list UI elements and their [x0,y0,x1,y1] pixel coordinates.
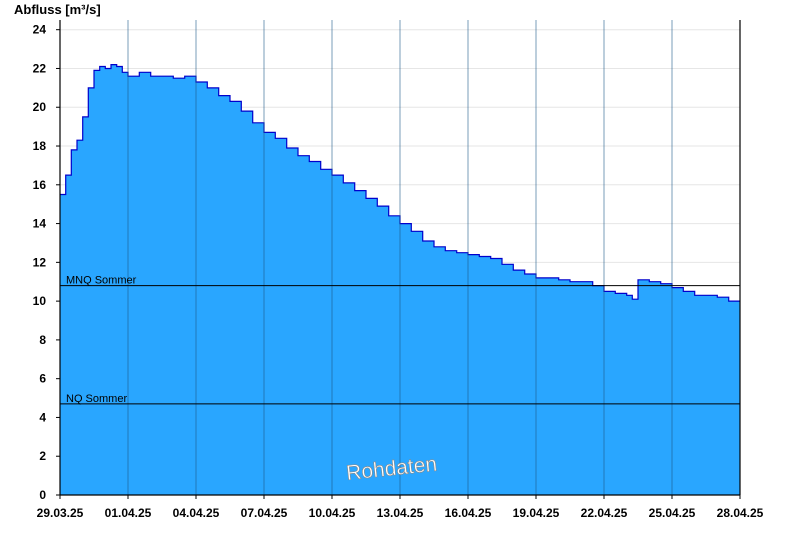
y-tick-label: 24 [33,23,47,37]
y-tick-label: 16 [33,178,47,192]
y-tick-label: 4 [39,410,46,424]
watermark-text: Rohdaten [345,453,438,485]
x-tick-label: 01.04.25 [105,506,152,520]
x-axis-ticks: 29.03.25 01.04.25 04.04.25 07.04.25 10.04.25… [37,495,764,520]
x-tick-label: 10.04.25 [309,506,356,520]
x-tick-label: 22.04.25 [581,506,628,520]
y-tick-label: 22 [33,61,47,75]
y-tick-label: 12 [33,255,47,269]
y-tick-label: 20 [33,100,47,114]
y-tick-label: 8 [39,333,46,347]
y-tick-label: 2 [39,449,46,463]
x-tick-label: 25.04.25 [649,506,696,520]
y-tick-label: 18 [33,139,47,153]
reference-line-label: MNQ Sommer [66,275,137,287]
y-axis-label: Abfluss [m³/s] [14,2,101,17]
reference-line-label: NQ Sommer [66,393,127,405]
x-tick-label: 28.04.25 [717,506,764,520]
x-tick-label: 07.04.25 [241,506,288,520]
y-tick-label: 0 [39,488,46,502]
reference-lines: MNQ Sommer NQ Sommer [60,275,740,405]
x-tick-label: 16.04.25 [445,506,492,520]
discharge-line [60,63,740,302]
x-tick-label: 29.03.25 [37,506,84,520]
x-tick-label: 19.04.25 [513,506,560,520]
y-tick-label: 14 [33,217,47,231]
y-tick-label: 6 [39,372,46,386]
x-tick-label: 13.04.25 [377,506,424,520]
day-grid-lines [127,20,673,495]
y-tick-label: 10 [33,294,47,308]
x-tick-label: 04.04.25 [173,506,220,520]
